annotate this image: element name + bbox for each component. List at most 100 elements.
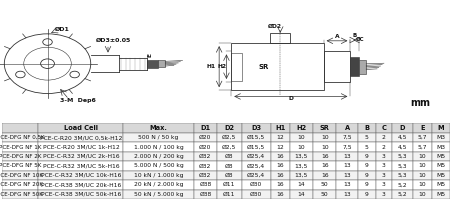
Text: 10: 10 — [321, 135, 328, 140]
Bar — [194, 180, 217, 189]
Bar — [358, 152, 376, 161]
Text: B: B — [352, 33, 357, 38]
Text: M5: M5 — [436, 182, 446, 187]
Bar — [231, 53, 242, 81]
Text: 3-M  Dep6: 3-M Dep6 — [60, 99, 96, 103]
Bar — [324, 51, 351, 82]
Bar — [38, 180, 123, 189]
Bar — [413, 161, 432, 171]
Text: 14: 14 — [297, 192, 305, 197]
Text: 13,5: 13,5 — [295, 173, 308, 178]
Text: Ø11: Ø11 — [223, 182, 235, 187]
Text: H1: H1 — [275, 125, 285, 131]
Text: 16: 16 — [276, 192, 284, 197]
Text: M: M — [438, 125, 445, 131]
Text: 5.000 N / 500 kg: 5.000 N / 500 kg — [134, 163, 184, 168]
Text: Ø25,4: Ø25,4 — [247, 154, 265, 159]
Text: M5: M5 — [436, 173, 446, 178]
Bar — [38, 161, 123, 171]
Bar — [432, 133, 450, 142]
Bar — [337, 152, 358, 161]
Text: 5,2: 5,2 — [397, 192, 407, 197]
Bar — [337, 161, 358, 171]
Bar — [359, 60, 366, 74]
Text: ØD1: ØD1 — [55, 27, 70, 32]
Text: SR: SR — [258, 64, 269, 70]
Bar — [376, 123, 392, 133]
Text: 9: 9 — [365, 154, 369, 159]
Bar — [123, 142, 194, 152]
Text: PCE-DFG NF 5K: PCE-DFG NF 5K — [0, 163, 41, 168]
Text: 13: 13 — [343, 163, 351, 168]
Text: PCE-DFG NF 10K: PCE-DFG NF 10K — [0, 173, 43, 178]
Text: Ø8: Ø8 — [225, 154, 234, 159]
Bar — [392, 161, 413, 171]
Text: 16: 16 — [321, 173, 328, 178]
Text: 16: 16 — [276, 182, 284, 187]
Text: 7,5: 7,5 — [342, 135, 352, 140]
Text: 10: 10 — [419, 154, 427, 159]
Text: Ø30: Ø30 — [250, 182, 262, 187]
Text: 3: 3 — [382, 192, 386, 197]
Bar — [432, 161, 450, 171]
Bar — [123, 189, 194, 199]
Bar — [123, 123, 194, 133]
Bar — [242, 133, 270, 142]
Bar — [413, 133, 432, 142]
Text: 10: 10 — [419, 173, 427, 178]
Bar — [290, 161, 313, 171]
Text: 5,3: 5,3 — [398, 173, 407, 178]
Bar — [242, 189, 270, 199]
Bar — [376, 180, 392, 189]
Text: 3: 3 — [382, 182, 386, 187]
Bar — [337, 142, 358, 152]
Bar — [217, 161, 242, 171]
Bar — [376, 189, 392, 199]
Text: Ø15,5: Ø15,5 — [247, 135, 265, 140]
Bar — [38, 142, 123, 152]
Text: Ø38: Ø38 — [199, 182, 211, 187]
Text: 9: 9 — [365, 182, 369, 187]
Bar — [270, 180, 290, 189]
Text: PCE-DFG NF 1K: PCE-DFG NF 1K — [0, 144, 41, 149]
Bar — [270, 123, 290, 133]
Text: 5: 5 — [364, 135, 369, 140]
Bar — [242, 180, 270, 189]
Bar — [376, 161, 392, 171]
Bar — [392, 133, 413, 142]
Bar — [358, 142, 376, 152]
Bar — [270, 171, 290, 180]
Bar — [358, 171, 376, 180]
Text: 50 kN / 5.000 kg: 50 kN / 5.000 kg — [134, 192, 183, 197]
Text: A: A — [345, 125, 350, 131]
Text: PCE-C-R20 3M/UC 0,5k-H12: PCE-C-R20 3M/UC 0,5k-H12 — [40, 135, 122, 140]
Bar — [2, 133, 38, 142]
Bar — [270, 161, 290, 171]
Bar — [392, 171, 413, 180]
Bar — [337, 189, 358, 199]
Text: 9: 9 — [365, 173, 369, 178]
Text: H2: H2 — [217, 64, 226, 69]
Text: 10: 10 — [297, 135, 305, 140]
Text: 16: 16 — [276, 154, 284, 159]
Text: D3: D3 — [251, 125, 261, 131]
Text: Ø32: Ø32 — [199, 154, 212, 159]
Bar — [413, 123, 432, 133]
Text: Ø25,4: Ø25,4 — [247, 163, 265, 168]
Bar — [432, 142, 450, 152]
Text: 16: 16 — [276, 163, 284, 168]
Text: 3: 3 — [382, 163, 386, 168]
Text: 13,5: 13,5 — [295, 154, 308, 159]
Bar — [242, 152, 270, 161]
Text: Ø8: Ø8 — [225, 173, 234, 178]
Text: D2: D2 — [224, 125, 234, 131]
Bar — [38, 152, 123, 161]
Text: Ø20: Ø20 — [199, 144, 212, 149]
Text: 13: 13 — [343, 182, 351, 187]
Bar — [392, 142, 413, 152]
Text: 10: 10 — [297, 144, 305, 149]
Text: Ø2,5: Ø2,5 — [222, 135, 237, 140]
Bar — [376, 142, 392, 152]
Text: Ø2,5: Ø2,5 — [222, 144, 237, 149]
Text: 10: 10 — [419, 163, 427, 168]
